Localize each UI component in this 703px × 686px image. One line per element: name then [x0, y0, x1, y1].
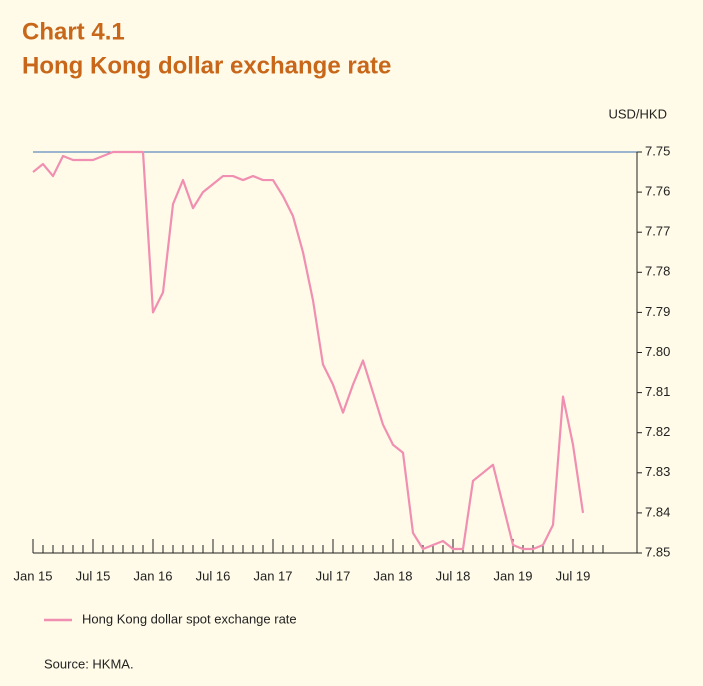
y-tick-label: 7.83	[645, 464, 670, 479]
y-tick-label: 7.75	[645, 143, 670, 158]
x-tick-label: Jan 15	[13, 568, 52, 583]
source: Source: HKMA.	[44, 656, 134, 671]
x-tick-label: Jul 17	[316, 568, 351, 583]
y-tick-label: 7.77	[645, 224, 670, 239]
chart-subtitle: Hong Kong dollar exchange rate	[22, 52, 391, 79]
x-tick-label: Jul 16	[196, 568, 231, 583]
x-tick-label: Jul 15	[76, 568, 111, 583]
y-tick-label: 7.85	[645, 544, 670, 559]
y-tick-label: 7.76	[645, 184, 670, 199]
series-line	[32, 150, 585, 551]
chart-title: Chart 4.1	[22, 18, 125, 45]
x-tick-label: Jan 16	[133, 568, 172, 583]
x-tick-label: Jul 19	[556, 568, 591, 583]
y-tick-label: 7.80	[645, 344, 670, 359]
y-tick-label: 7.78	[645, 264, 670, 279]
y-tick-label: 7.84	[645, 504, 670, 519]
y-tick-label: 7.81	[645, 384, 670, 399]
x-tick-label: Jan 17	[253, 568, 292, 583]
y-tick-label: 7.82	[645, 424, 670, 439]
y-axis-label: USD/HKD	[608, 106, 667, 121]
legend-label: Hong Kong dollar spot exchange rate	[82, 611, 297, 626]
x-tick-label: Jan 18	[373, 568, 412, 583]
y-tick-label: 7.79	[645, 304, 670, 319]
x-tick-label: Jan 19	[493, 568, 532, 583]
x-tick-label: Jul 18	[436, 568, 471, 583]
